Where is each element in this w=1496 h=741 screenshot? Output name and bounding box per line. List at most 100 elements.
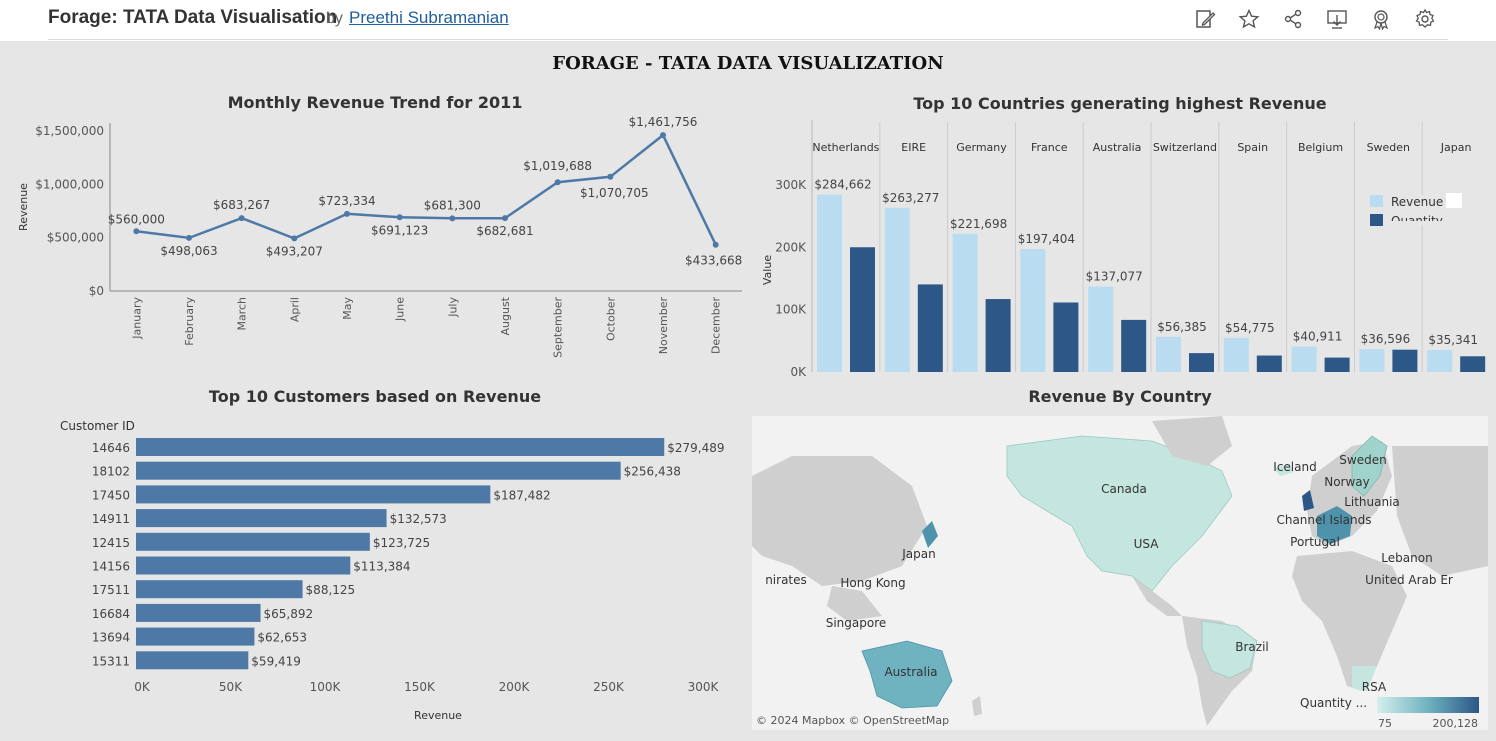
x-tick-label: 200K	[499, 680, 531, 694]
download-icon[interactable]	[1326, 8, 1348, 30]
customer-bar	[136, 509, 387, 528]
revenue-bar	[817, 194, 842, 372]
legend-swatch-blank	[1446, 193, 1462, 208]
map-land-rsa	[1352, 666, 1377, 691]
quantity-bar	[1121, 319, 1147, 372]
map-land-western-europe	[1317, 506, 1352, 544]
revenue-data-label: $263,277	[882, 191, 939, 205]
customer-bar	[136, 580, 303, 599]
quantity-bar	[1189, 353, 1214, 372]
star-icon[interactable]	[1238, 8, 1260, 30]
revenue-bar	[884, 207, 910, 372]
map-country-label: Norway	[1324, 475, 1370, 489]
map-country-label: USA	[1134, 537, 1160, 551]
data-point	[554, 179, 561, 186]
quantity-bar	[1392, 349, 1418, 372]
map-country-label: Hong Kong	[840, 576, 905, 590]
revenue-by-country-map[interactable]: Canada USA Brazil Australia Japan Hong Kong Si…	[752, 416, 1488, 730]
data-point	[133, 228, 140, 235]
data-point	[660, 132, 666, 139]
author-link[interactable]: Preethi Subramanian	[349, 8, 509, 27]
y-tick-label: $1,500,000	[35, 124, 104, 138]
map-labels: Canada USA Brazil Australia Japan Hong Kong Si…	[765, 453, 1453, 694]
customer-chart-title: Top 10 Customers based on Revenue	[208, 387, 542, 406]
map-country-label: United Arab Er	[1365, 573, 1453, 587]
map-land-new-zealand	[972, 696, 982, 716]
customer-id-label: 15311	[92, 654, 130, 668]
customer-bar	[136, 485, 491, 504]
revenue-data-label: $221,698	[950, 217, 1007, 231]
revenue-bar	[1291, 346, 1317, 372]
top-countries-bar-chart[interactable]: Netherlands EIRE Germany France Australia Swi…	[750, 120, 1496, 382]
y-tick-label: $500,000	[47, 231, 104, 245]
legend-label-quantity: Quantity	[1391, 214, 1443, 228]
quantity-bar	[1460, 356, 1486, 372]
x-tick-label: July	[446, 297, 459, 318]
revenue-bar	[1156, 336, 1181, 372]
edit-icon[interactable]	[1194, 8, 1216, 30]
customer-bar	[136, 461, 621, 480]
map-country-label: nirates	[765, 573, 807, 587]
revenue-bar	[952, 233, 978, 372]
map-country-label: RSA	[1362, 680, 1387, 694]
customer-id-label: 17450	[92, 488, 130, 502]
customer-bar	[136, 532, 370, 551]
country-header: Switzerland	[1153, 141, 1217, 154]
customer-bar	[136, 627, 255, 646]
map-country-label: Sweden	[1339, 453, 1386, 467]
data-label: $691,123	[371, 223, 428, 237]
customer-id-label: 13694	[92, 631, 130, 645]
map-attribution: © 2024 Mapbox © OpenStreetMap	[756, 714, 949, 727]
top-customers-bar-chart[interactable]: Customer ID 14646 $279,489 18102 $256,438 174…	[0, 410, 760, 730]
header-divider	[48, 39, 1448, 40]
toolbar-icons	[1194, 8, 1436, 31]
revenue-data-label: $54,775	[1225, 321, 1275, 335]
category-header: Customer ID	[60, 419, 135, 433]
y-axis-title: Value	[761, 255, 774, 285]
x-tick-label: 250K	[593, 680, 625, 694]
share-icon[interactable]	[1282, 8, 1304, 30]
x-tick-label: August	[499, 296, 512, 335]
map-land-southeast-asia	[827, 586, 882, 621]
x-tick-label: December	[710, 297, 723, 355]
revenue-bar	[1088, 286, 1114, 372]
country-header: EIRE	[901, 141, 926, 154]
revenue-data-label: $197,404	[1018, 232, 1075, 246]
x-tick-label: November	[657, 297, 670, 355]
customer-id-label: 14911	[92, 512, 130, 526]
customer-data-label: $132,573	[390, 512, 447, 526]
map-land-australia	[861, 640, 953, 709]
x-tick-label: 0K	[134, 680, 151, 694]
country-header: France	[1031, 141, 1068, 154]
by-label: by	[326, 10, 343, 27]
map-land-asia-east	[1392, 446, 1488, 576]
customer-data-label: $65,892	[264, 607, 314, 621]
quantity-bar	[850, 247, 875, 372]
data-point	[238, 215, 245, 222]
quantity-bar	[917, 284, 943, 372]
quantity-bar	[1053, 302, 1079, 372]
x-tick-label: February	[183, 297, 196, 346]
x-tick-label: 300K	[688, 680, 720, 694]
legend-label-revenue: Revenue	[1391, 195, 1443, 209]
monthly-revenue-line-chart[interactable]: $0 $500,000 $1,000,000 $1,500,000 Revenue Jan…	[0, 115, 760, 365]
badge-icon[interactable]	[1370, 8, 1392, 31]
revenue-data-label: $36,596	[1361, 332, 1411, 346]
legend-background	[1366, 195, 1486, 225]
gear-icon[interactable]	[1414, 8, 1436, 30]
y-tick-label: 200K	[775, 240, 807, 254]
map-country-label: Portugal	[1290, 535, 1340, 549]
country-header: Germany	[956, 141, 1007, 154]
data-label: $723,334	[318, 194, 375, 208]
customer-bar	[136, 438, 665, 456]
revenue-data-label: $35,341	[1428, 333, 1478, 347]
data-label: $1,019,688	[523, 159, 592, 173]
x-tick-label: June	[394, 297, 407, 322]
data-label: $560,000	[108, 212, 165, 226]
data-point	[502, 215, 508, 222]
revenue-data-label: $56,385	[1157, 320, 1207, 334]
revenue-bar	[1427, 349, 1453, 372]
data-label: $433,668	[685, 254, 742, 268]
map-land-central-america	[1132, 576, 1182, 616]
quantity-bar	[1324, 357, 1350, 372]
